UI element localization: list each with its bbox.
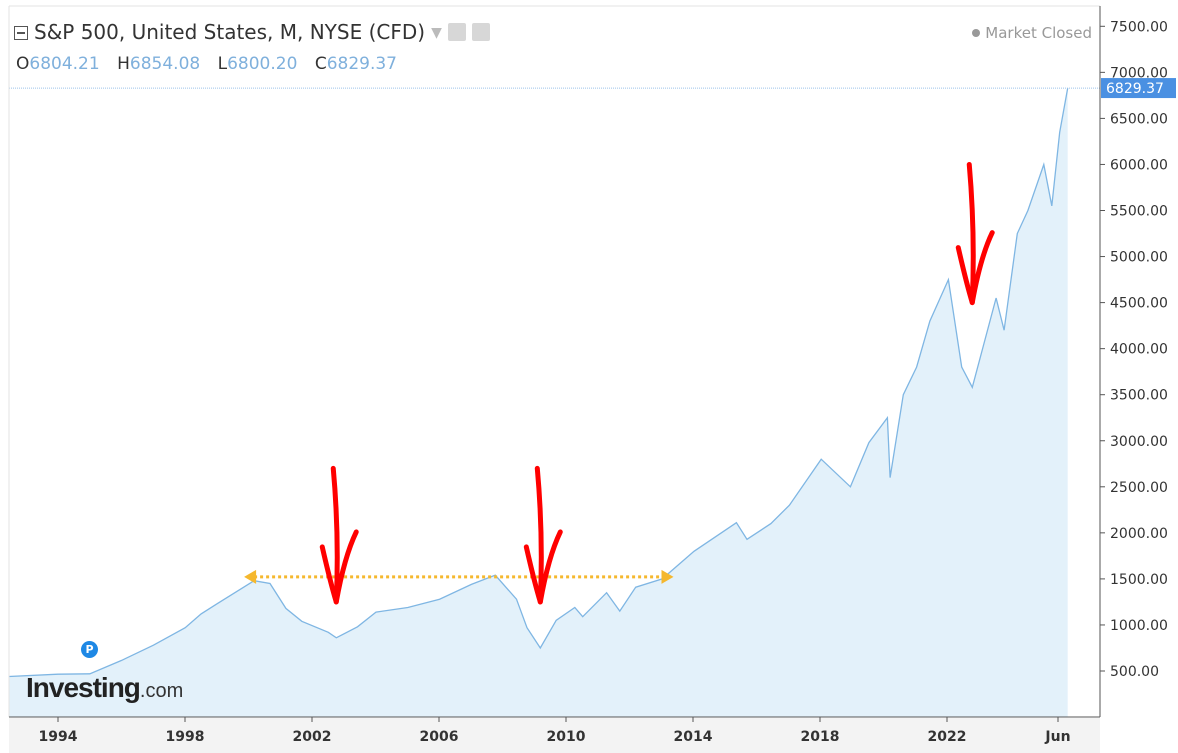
y-tick-label: 3000.00 xyxy=(1110,434,1168,450)
market-status: Market Closed xyxy=(972,24,1092,42)
ohlc-low-value: 6800.20 xyxy=(227,54,298,74)
gear-icon[interactable] xyxy=(471,23,490,41)
y-tick-label: 500.00 xyxy=(1110,664,1159,680)
ohlc-close-value: 6829.37 xyxy=(326,54,398,74)
logo-suffix: .com xyxy=(139,680,184,702)
x-tick-label: 2002 xyxy=(293,729,332,745)
y-tick-label: 7000.00 xyxy=(1110,65,1168,81)
y-tick-label: 5500.00 xyxy=(1110,204,1168,220)
status-dot-icon xyxy=(972,29,981,37)
y-tick-label: 2500.00 xyxy=(1110,480,1168,496)
y-tick-label: 4500.00 xyxy=(1110,296,1168,312)
series-line xyxy=(8,87,1069,678)
x-tick-label: 2006 xyxy=(420,729,459,745)
x-axis-band xyxy=(9,718,1100,753)
annotation-layer xyxy=(244,161,995,605)
y-tick-label: 2000.00 xyxy=(1110,526,1168,542)
last-price-label: 6829.37 xyxy=(1106,81,1164,97)
ohlc-open-value: 6804.21 xyxy=(29,54,100,74)
red-arrow-head xyxy=(319,529,359,605)
ohlc-high-value: 6854.08 xyxy=(129,54,201,74)
x-tick-label: 2010 xyxy=(547,729,586,745)
market-status-text: Market Closed xyxy=(985,24,1092,42)
y-tick-label: 3500.00 xyxy=(1110,388,1168,404)
ohlc-readout: O6804.21 H6854.08 L6800.20 C6829.37 xyxy=(16,54,409,74)
range-arrowhead-right xyxy=(661,569,674,584)
ohlc-high-key: H xyxy=(117,54,130,74)
series-area xyxy=(9,88,1068,718)
last-price-tag xyxy=(1101,78,1176,99)
chevron-down-icon[interactable]: ▼ xyxy=(431,25,442,41)
chart-title: S&P 500, United States, M, NYSE (CFD) xyxy=(34,20,426,44)
logo-main: Investing xyxy=(26,672,141,703)
ohlc-low-key: L xyxy=(217,54,228,74)
red-arrow-head xyxy=(523,529,563,605)
y-tick-label: 7500.00 xyxy=(1110,19,1168,35)
y-tick-label: 4000.00 xyxy=(1110,342,1168,358)
red-arrow-head xyxy=(955,230,995,306)
x-tick-label: 2018 xyxy=(801,729,840,745)
y-tick-label: 5000.00 xyxy=(1110,250,1168,266)
axes-layer: 500.00 1000.00 1500.00 2000.00 2500.00 3000.0… xyxy=(8,5,1176,753)
ohlc-close-key: C xyxy=(314,54,327,74)
collapse-icon[interactable] xyxy=(14,26,28,40)
plot-layer xyxy=(8,87,1100,718)
x-tick-label: 1998 xyxy=(166,729,205,745)
y-tick-label: 6500.00 xyxy=(1110,111,1168,127)
y-tick-label: 1000.00 xyxy=(1110,618,1168,634)
y-tick-label: 6000.00 xyxy=(1110,157,1168,173)
x-tick-label: 1994 xyxy=(39,729,78,745)
y-tick-label: 1500.00 xyxy=(1110,572,1168,588)
x-tick-label: 2014 xyxy=(674,729,713,745)
x-tick-label: 2022 xyxy=(928,729,967,745)
chart-title-bar[interactable]: S&P 500, United States, M, NYSE (CFD) ▼ xyxy=(14,20,490,44)
range-arrowhead-left xyxy=(244,569,257,584)
ohlc-open-key: O xyxy=(16,54,30,74)
eye-icon[interactable] xyxy=(447,23,466,41)
x-tick-label: Jun xyxy=(1044,729,1070,745)
investing-logo: Investing.com xyxy=(26,672,183,704)
p-badge-icon[interactable]: P xyxy=(81,641,98,658)
